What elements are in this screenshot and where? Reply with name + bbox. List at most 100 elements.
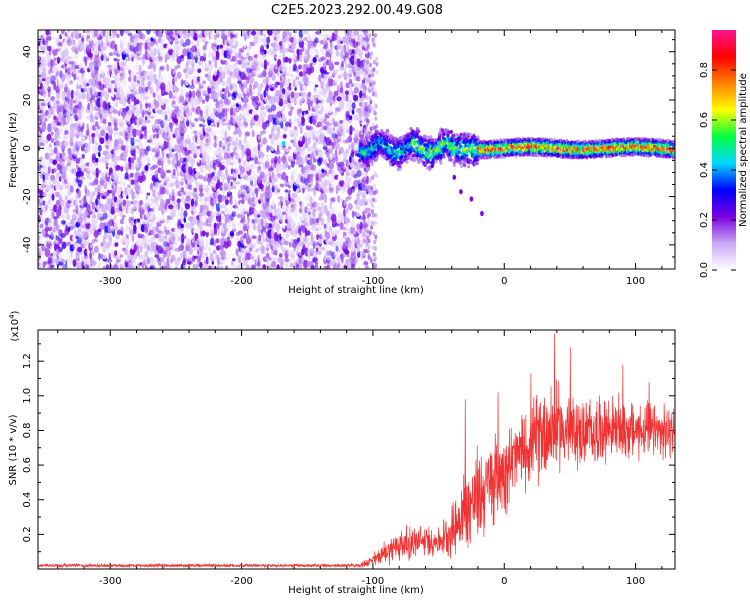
heatmap-cell <box>66 222 72 227</box>
heatmap-cell <box>288 117 292 124</box>
heatmap-cell <box>124 115 129 119</box>
heatmap-cell <box>183 125 187 133</box>
heatmap-cell <box>348 144 352 150</box>
heatmap-cell <box>134 253 138 259</box>
heatmap-cell <box>185 157 190 163</box>
heatmap-cell <box>190 84 196 90</box>
heatmap-cell <box>122 68 126 78</box>
heatmap-cell <box>45 201 48 206</box>
heatmap-cell <box>166 181 170 191</box>
heatmap-cell <box>98 252 101 261</box>
heatmap-cell <box>52 178 58 185</box>
heatmap-cell <box>306 230 311 236</box>
heatmap-cell <box>80 255 85 264</box>
heatmap-cell <box>202 111 206 117</box>
heatmap-cell <box>111 92 115 98</box>
heatmap-cell <box>180 54 184 59</box>
heatmap-cell <box>224 195 229 201</box>
heatmap-cell <box>196 106 202 115</box>
heatmap-cell <box>139 121 142 126</box>
heatmap-cell <box>91 202 96 210</box>
heatmap-cell <box>92 210 96 219</box>
heatmap-cell <box>201 230 206 237</box>
heatmap-cell <box>125 58 129 62</box>
heatmap-cell <box>160 186 166 195</box>
heatmap-cell <box>183 106 186 113</box>
heatmap-cell <box>224 206 229 216</box>
heatmap-cell <box>371 87 374 92</box>
heatmap-cell <box>137 30 144 33</box>
heatmap-cell <box>211 260 214 265</box>
heatmap-cell <box>180 223 184 229</box>
heatmap-cell <box>93 178 99 186</box>
heatmap-cell <box>58 128 63 135</box>
heatmap-cell <box>66 176 72 184</box>
heatmap-cell <box>161 46 165 51</box>
heatmap-cell <box>221 80 226 87</box>
heatmap-cell <box>332 153 335 158</box>
heatmap-cell <box>226 222 231 230</box>
heatmap-cell <box>224 107 230 112</box>
heatmap-cell <box>136 129 140 136</box>
heatmap-cell <box>107 258 113 263</box>
heatmap-cell <box>172 69 176 75</box>
heatmap-cell <box>235 55 238 65</box>
heatmap-cell <box>168 141 174 149</box>
heatmap-cell <box>63 48 69 57</box>
heatmap-cell <box>97 60 102 67</box>
heatmap-cell <box>341 226 347 231</box>
heatmap-cell <box>52 168 57 173</box>
heatmap-cell <box>143 236 148 245</box>
heatmap-cell <box>90 115 96 119</box>
heatmap-cell <box>160 82 166 91</box>
heatmap-cell <box>68 37 74 42</box>
heatmap-cell <box>180 79 184 87</box>
heatmap-cell <box>78 30 82 34</box>
heatmap-cell <box>80 138 86 142</box>
heatmap-cell <box>114 43 118 52</box>
heatmap-cell <box>193 130 198 134</box>
heatmap-cell <box>146 75 151 81</box>
heatmap-cell <box>82 87 88 93</box>
heatmap-cell <box>188 85 192 89</box>
heatmap-cell <box>120 225 124 232</box>
heatmap-cell <box>232 222 237 230</box>
heatmap-cell <box>91 217 96 226</box>
heatmap-cell <box>161 112 165 117</box>
heatmap-cell <box>208 249 212 255</box>
heatmap-cell <box>89 251 92 260</box>
heatmap-cell <box>38 156 43 164</box>
heatmap-cell <box>201 252 207 260</box>
heatmap-cell <box>138 129 143 135</box>
heatmap-cell <box>233 159 236 166</box>
heatmap-cell <box>52 159 58 165</box>
heatmap-cell <box>176 71 182 79</box>
heatmap-cell <box>263 49 267 55</box>
heatmap-cell <box>262 249 267 255</box>
heatmap-cell <box>365 47 369 52</box>
heatmap-cell <box>158 128 162 136</box>
heatmap-cell <box>372 252 376 257</box>
heatmap-cell <box>40 250 44 256</box>
heatmap-cell <box>88 52 93 58</box>
heatmap-cell <box>195 65 201 69</box>
heatmap-cell <box>128 156 132 164</box>
heatmap-cell <box>144 165 149 171</box>
heatmap-cell <box>139 151 143 160</box>
heatmap-cell <box>63 100 68 111</box>
heatmap-cell <box>114 250 118 256</box>
heatmap-cell <box>44 261 49 265</box>
heatmap-cell <box>38 224 42 234</box>
heatmap-cell <box>278 253 283 258</box>
heatmap-cell <box>69 63 74 71</box>
heatmap-cell <box>160 230 164 235</box>
heatmap-cell <box>86 256 91 265</box>
heatmap-cell <box>223 122 229 126</box>
heatmap-cell <box>39 223 44 229</box>
heatmap-cell <box>177 48 181 55</box>
heatmap-cell <box>113 217 118 223</box>
heatmap-cell <box>160 242 165 249</box>
heatmap-cell <box>154 254 160 259</box>
heatmap-cell <box>219 44 223 49</box>
heatmap-cell <box>152 265 157 269</box>
